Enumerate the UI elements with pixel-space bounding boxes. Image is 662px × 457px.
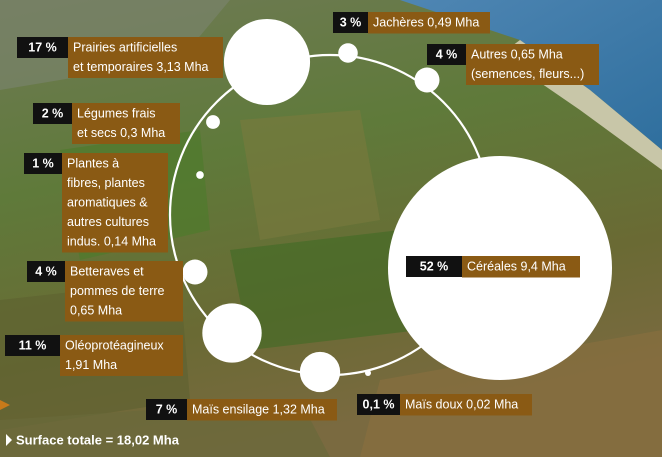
category-label: et secs 0,3 Mha: [77, 126, 165, 140]
bubble: [223, 18, 311, 106]
label-box: [65, 261, 183, 322]
category-label: Maïs doux 0,02 Mha: [405, 397, 518, 411]
bubble: [338, 43, 358, 63]
category-label: aromatiques &: [67, 195, 148, 209]
percent-label: 1 %: [32, 156, 54, 170]
label-box: [60, 335, 183, 376]
category-label: Oléoprotéagineux: [65, 338, 164, 352]
label-box: [466, 44, 599, 85]
percent-box: [333, 12, 368, 33]
bubble: [299, 351, 341, 393]
percent-label: 4 %: [35, 264, 57, 278]
percent-box: [33, 103, 72, 124]
bubble: [202, 303, 262, 363]
category-label: Betteraves et: [70, 264, 144, 278]
label-box: [68, 37, 223, 78]
percent-box: [27, 261, 65, 282]
percent-box: [5, 335, 60, 356]
category-label: Maïs ensilage 1,32 Mha: [192, 402, 325, 416]
label-box: [62, 153, 168, 253]
category-label: Céréales 9,4 Mha: [467, 259, 566, 273]
total-label: Surface totale = 18,02 Mha: [16, 432, 180, 447]
category-label: autres cultures: [67, 215, 149, 229]
percent-label: 17 %: [28, 40, 57, 54]
percent-box: [427, 44, 466, 65]
label-box: [187, 399, 337, 421]
percent-label: 2 %: [42, 106, 64, 120]
category-label: et temporaires 3,13 Mha: [73, 60, 209, 74]
category-label: Autres 0,65 Mha: [471, 47, 563, 61]
label-box: [72, 103, 180, 144]
percent-label: 4 %: [436, 47, 458, 61]
category-label: 0,65 Mha: [70, 303, 122, 317]
category-label: Plantes à: [67, 156, 119, 170]
percent-label: 52 %: [420, 259, 449, 273]
category-label: fibres, plantes: [67, 176, 145, 190]
category-label: (semences, fleurs...): [471, 67, 584, 81]
percent-box: [406, 256, 462, 277]
category-label: Jachères 0,49 Mha: [373, 15, 479, 29]
category-label: indus. 0,14 Mha: [67, 234, 156, 248]
bubble: [182, 259, 208, 285]
category-label: 1,91 Mha: [65, 358, 117, 372]
percent-label: 0,1 %: [363, 397, 395, 411]
label-box: [400, 394, 532, 416]
label-box: [462, 256, 580, 278]
percent-label: 3 %: [340, 15, 362, 29]
bubble: [414, 67, 440, 93]
percent-label: 7 %: [156, 402, 178, 416]
category-label: Légumes frais: [77, 106, 156, 120]
category-label: Prairies artificielles: [73, 40, 177, 54]
percent-box: [357, 394, 400, 415]
percent-box: [17, 37, 68, 58]
bubble: [196, 171, 204, 179]
bubble: [365, 370, 371, 376]
percent-box: [146, 399, 187, 420]
footer: Surface totale = 18,02 Mha: [6, 432, 180, 447]
category-label: pommes de terre: [70, 284, 165, 298]
label-box: [368, 12, 490, 34]
percent-box: [24, 153, 62, 174]
percent-label: 11 %: [19, 338, 47, 352]
bubble: [206, 115, 220, 129]
